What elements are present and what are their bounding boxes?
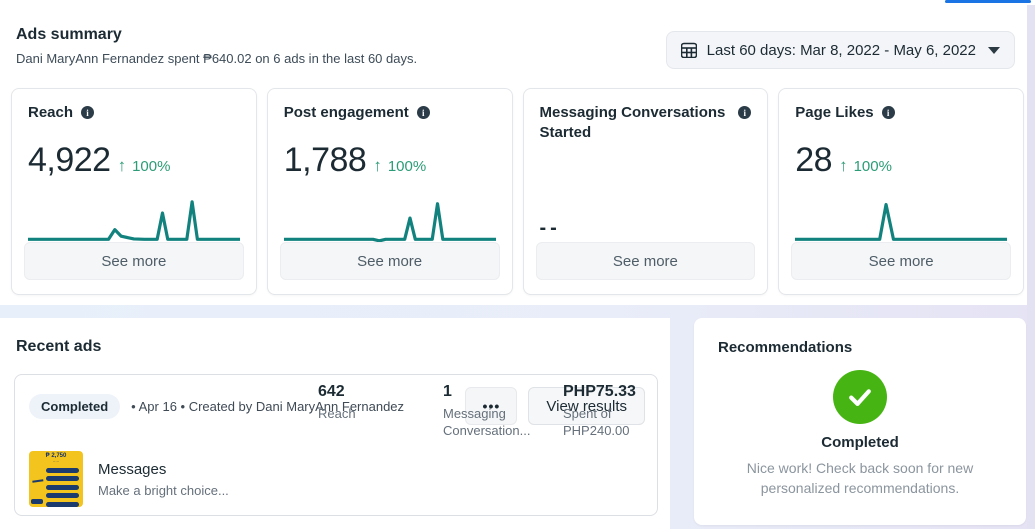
post-engagement-sparkline	[284, 197, 496, 243]
metric-delta: 100%	[387, 158, 427, 175]
ad-stat-reach: 642 Reach	[318, 383, 430, 422]
ad-description: Make a bright choice...	[98, 482, 229, 498]
metric-card-reach: Reach i 4,922 ↑ 100% See more	[11, 88, 257, 295]
more-options-button[interactable]: •••	[465, 387, 518, 425]
page-edge-strip	[1027, 5, 1035, 529]
metric-title: Reach	[28, 104, 74, 121]
metric-delta: 100%	[853, 158, 892, 175]
see-more-button[interactable]: See more	[279, 242, 500, 280]
ad-stat-spend: PHP75.33 Spent of PHP240.00	[563, 383, 675, 439]
date-range-selector[interactable]: Last 60 days: Mar 8, 2022 - May 6, 2022	[665, 31, 1015, 69]
see-more-button[interactable]: See more	[535, 242, 756, 280]
info-icon[interactable]: i	[416, 106, 430, 119]
see-more-button[interactable]: See more	[791, 242, 1011, 280]
page-title: Ads summary	[16, 26, 122, 43]
metric-delta: 100%	[132, 158, 171, 175]
date-range-label: Last 60 days: Mar 8, 2022 - May 6, 2022	[706, 41, 976, 59]
stat-value: 1	[443, 383, 452, 400]
ad-thumbnail: ₱ 2,750 ·····	[29, 451, 83, 507]
recent-ad-card: Completed • Apr 16 • Created by Dani Mar…	[14, 374, 658, 516]
stat-value: 642	[318, 383, 345, 400]
metric-value: 4,922	[28, 141, 111, 179]
metric-title: Post engagement	[283, 104, 409, 121]
page-subtitle: Dani MaryAnn Fernandez spent ₱640.02 on …	[16, 51, 418, 66]
stat-value: PHP75.33	[563, 383, 636, 400]
metric-value: --	[539, 217, 561, 239]
calendar-icon	[680, 42, 697, 58]
cutoff-blue-button-edge	[945, 0, 1031, 3]
metric-value: 28	[795, 141, 833, 179]
info-icon[interactable]: i	[81, 106, 95, 119]
info-icon[interactable]: i	[881, 106, 895, 119]
thumb-price-text: ₱ 2,750	[45, 453, 67, 459]
metric-card-post-engagement: Post engagement i 1,788 ↑ 100% See more	[266, 88, 513, 295]
recent-ads-title: Recent ads	[16, 338, 102, 355]
ad-name: Messages	[98, 460, 167, 478]
recent-ads-panel: Recent ads Completed • Apr 16 • Created …	[0, 318, 670, 529]
up-arrow-icon: ↑	[839, 156, 848, 175]
status-badge: Completed	[29, 393, 121, 419]
see-more-button[interactable]: See more	[24, 242, 244, 280]
info-icon[interactable]: i	[738, 106, 752, 119]
recommendation-message: Nice work! Check back soon for new perso…	[746, 460, 974, 496]
metric-title: Page Likes	[795, 104, 874, 121]
stat-label: Messaging Conversation...	[443, 406, 531, 438]
recommendations-title: Recommendations	[718, 339, 853, 356]
stat-label: Reach	[318, 406, 356, 421]
up-arrow-icon: ↑	[373, 156, 382, 175]
up-arrow-icon: ↑	[117, 156, 127, 175]
checkmark-icon	[833, 370, 887, 424]
metric-cards-row: Reach i 4,922 ↑ 100% See more Post engag…	[11, 88, 1024, 295]
view-results-button[interactable]: View results	[528, 387, 645, 425]
ad-row[interactable]: ₱ 2,750 ····· Messages Make a bright cho…	[29, 451, 645, 507]
metric-title: Messaging Conversations Started	[539, 104, 726, 141]
ad-stat-messaging: 1 Messaging Conversation...	[443, 383, 555, 439]
page-likes-sparkline	[795, 197, 1007, 243]
recommendation-status: Completed	[821, 434, 899, 451]
metric-card-messaging-conversations: Messaging Conversations Started i -- See…	[522, 88, 769, 295]
chevron-down-icon	[988, 46, 1000, 54]
recommendations-card: Recommendations Completed Nice work! Che…	[694, 318, 1026, 525]
metric-card-page-likes: Page Likes i 28 ↑ 100% See more	[778, 88, 1024, 295]
ads-summary-header: Ads summary Dani MaryAnn Fernandez spent…	[0, 0, 1035, 88]
metric-value: 1,788	[283, 141, 367, 179]
ellipsis-icon: •••	[482, 398, 501, 414]
stat-label: Spent of PHP240.00	[563, 406, 630, 438]
ad-meta: • Apr 16 • Created by Dani MaryAnn Ferna…	[131, 398, 405, 414]
bottom-section: Recent ads Completed • Apr 16 • Created …	[0, 305, 1035, 529]
reach-sparkline	[28, 197, 240, 243]
